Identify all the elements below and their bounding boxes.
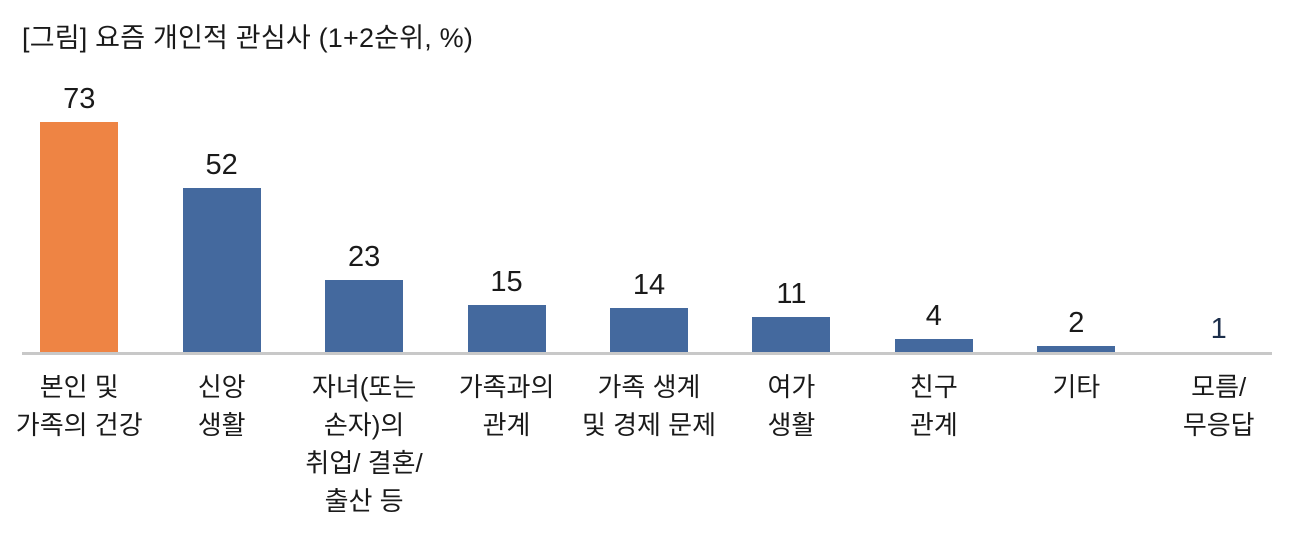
category-label-line: 가족과의 [458, 372, 555, 402]
category-label: 기타 [1005, 368, 1147, 406]
category-label-line: 자녀(또는 [311, 372, 417, 402]
category-label-line: 출산 등 [324, 486, 404, 516]
category-label-line: 손자)의 [323, 410, 405, 440]
bar [894, 339, 973, 352]
chart-title: [그림] 요즘 개인적 관심사 (1+2순위, %) [22, 23, 474, 53]
x-axis-line [22, 352, 1272, 355]
bar-column: 73 [8, 83, 150, 352]
category-label-line: 모름/ [1191, 372, 1247, 402]
bar [325, 280, 404, 352]
bar-column: 15 [435, 266, 577, 352]
bar-column: 4 [863, 300, 1005, 352]
bar-value-label: 11 [776, 278, 807, 310]
bar-column: 23 [293, 241, 435, 352]
category-label-line: 가족의 건강 [15, 410, 143, 440]
category-label-line: 생활 [197, 410, 246, 440]
bar-column: 52 [150, 149, 292, 352]
bar-value-label: 2 [1068, 307, 1085, 339]
bars-row: 73 52 23 15 14 11 4 2 1 [8, 0, 1290, 352]
category-label-line: 취업/ 결혼/ [305, 448, 423, 478]
bar-column: 2 [1005, 307, 1147, 352]
category-label-line: 무응답 [1182, 410, 1255, 440]
category-label-line: 신앙 [197, 372, 246, 402]
bar [752, 317, 831, 352]
bar-column: 11 [720, 278, 862, 352]
bar-column: 1 [1148, 313, 1290, 352]
category-label-line: 가족 생계 [597, 372, 701, 402]
category-label-line: 생활 [767, 410, 816, 440]
bar-value-label: 15 [490, 266, 523, 298]
category-label-line: 친구 [909, 372, 958, 402]
category-label-line: 관계 [482, 410, 531, 440]
category-label: 모름/무응답 [1148, 368, 1290, 444]
bar-value-label: 73 [63, 83, 96, 115]
bar [1037, 346, 1116, 352]
bar [467, 305, 546, 352]
bar [40, 122, 119, 352]
bar-value-label: 1 [1210, 313, 1227, 345]
category-label-line: 여가 [767, 372, 816, 402]
bar-value-label: 23 [347, 241, 381, 273]
category-label-line: 기타 [1052, 372, 1101, 402]
bar-value-label: 14 [632, 269, 666, 301]
bar-value-label: 4 [925, 300, 942, 332]
category-label-line: 및 경제 문제 [581, 410, 716, 440]
bar [182, 188, 261, 352]
category-label-line: 본인 및 [39, 372, 119, 402]
bar-column: 14 [578, 269, 720, 352]
category-label-line: 관계 [909, 410, 958, 440]
bar-value-label: 52 [205, 149, 238, 181]
bar [609, 308, 688, 352]
